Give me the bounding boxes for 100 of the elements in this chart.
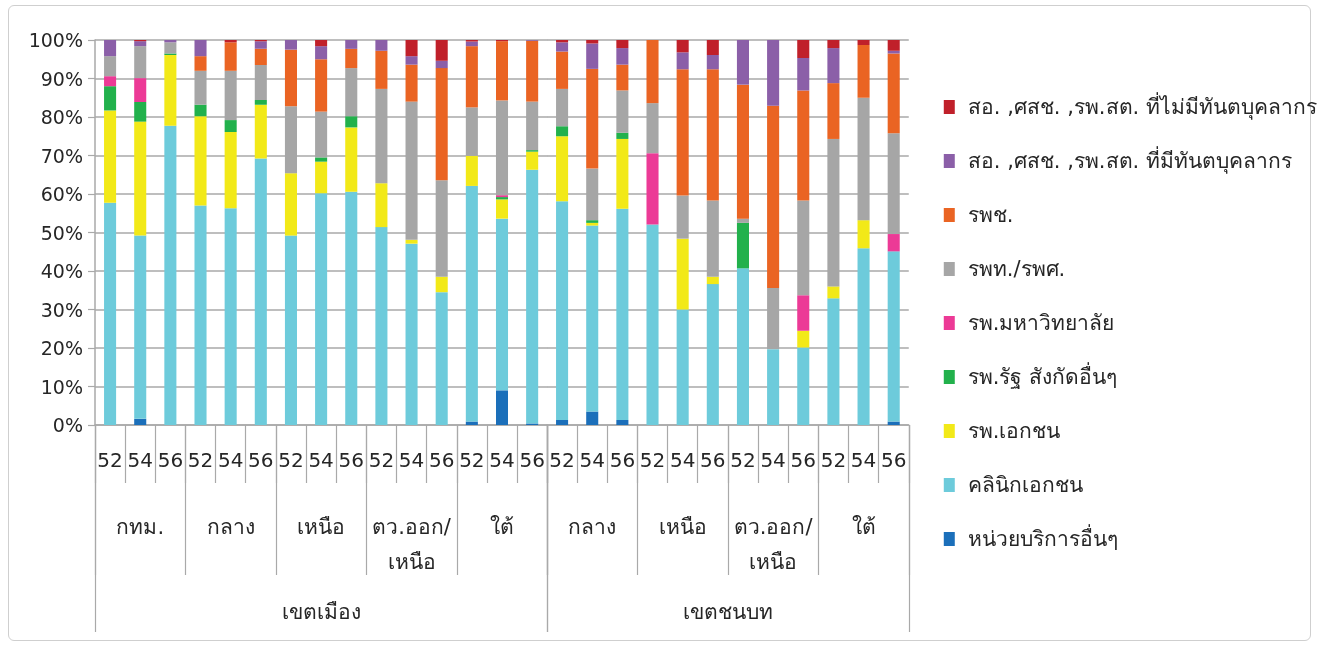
bar: [616, 420, 629, 425]
x-tick-label: 52: [640, 448, 666, 472]
bar: [345, 127, 358, 192]
bar: [797, 330, 810, 348]
bar: [556, 51, 569, 89]
bar: [194, 104, 207, 117]
x-tick-label: 52: [187, 448, 214, 472]
bar: [616, 48, 629, 65]
bar: [405, 40, 418, 57]
x-tick-label: 56: [248, 448, 274, 472]
bar: [495, 199, 509, 219]
bar: [737, 218, 750, 223]
bar: [676, 309, 689, 425]
bar: [556, 136, 569, 202]
bar: [315, 46, 328, 60]
x-tick-label: 56: [519, 448, 545, 472]
bar: [405, 243, 418, 425]
bar: [887, 40, 900, 51]
bar: [345, 48, 358, 69]
text: เหนือ: [658, 514, 707, 539]
bar: [887, 234, 900, 252]
x-tick-label: 52: [820, 448, 847, 472]
bar: [375, 227, 388, 425]
x-tick-label: 54: [670, 448, 696, 472]
bar: [435, 68, 448, 181]
y-tick-label: 30%: [40, 298, 83, 321]
bar: [284, 173, 297, 236]
bar: [375, 50, 388, 89]
bar: [737, 222, 750, 269]
bar: [104, 110, 117, 203]
legend-label: สอ. ,ศสช. ,รพ.สต. ที่ไม่มีทันตบุคลากร: [968, 92, 1318, 120]
bar: [134, 41, 147, 47]
bar: [827, 48, 840, 84]
bar: [737, 84, 750, 219]
bar: [495, 390, 509, 425]
bar: [797, 40, 810, 59]
y-tick-label: 50%: [40, 221, 83, 244]
bar: [405, 239, 418, 244]
bar: [164, 125, 177, 425]
bar: [254, 48, 267, 66]
bar: [315, 193, 328, 425]
bar: [676, 52, 689, 70]
x-tick-label: 56: [157, 448, 184, 472]
bar: [857, 220, 870, 249]
bar: [104, 86, 117, 111]
bar: [194, 116, 207, 206]
bar: [586, 225, 599, 412]
bar: [737, 268, 750, 425]
bar: [345, 116, 358, 128]
legend-label: รพ.เอกชน: [968, 419, 1061, 443]
x-tick-label: 52: [97, 448, 123, 472]
text: ใต้: [851, 514, 876, 539]
x-tick-label: 56: [338, 448, 364, 472]
bar: [134, 418, 147, 425]
bar: [254, 158, 267, 425]
x-tick-label: 54: [308, 448, 334, 472]
bar: [707, 40, 720, 56]
bar: [224, 132, 237, 209]
x-tick-label: 56: [881, 448, 907, 472]
bar: [104, 56, 117, 77]
bar: [375, 183, 388, 228]
bar: [646, 153, 659, 225]
text: เหนือ: [297, 514, 346, 539]
legend-label: รพ.รัฐ สังกัดอื่นๆ: [968, 362, 1118, 389]
bar: [676, 238, 689, 310]
bar: [224, 120, 237, 133]
x-tick-label: 54: [851, 448, 877, 472]
bar: [284, 40, 297, 50]
x-tick-label: 52: [459, 448, 485, 472]
x-tick-label: 56: [609, 448, 636, 472]
x-tick-label: 54: [579, 448, 606, 472]
bar: [405, 56, 418, 65]
bar: [315, 59, 328, 112]
bar: [224, 42, 237, 71]
bar: [646, 224, 659, 425]
bar: [164, 42, 177, 54]
bar: [797, 347, 810, 425]
bar: [827, 83, 840, 139]
x-tick-label: 54: [127, 448, 153, 472]
bar: [857, 248, 870, 425]
bar: [556, 201, 569, 420]
bar: [586, 68, 599, 169]
bar: [254, 104, 267, 159]
legend-label: คลินิกเอกชน: [968, 473, 1083, 497]
bar: [827, 298, 840, 425]
bar: [616, 40, 629, 49]
legend-label: หน่วยบริการอื่นๆ: [968, 524, 1118, 551]
bar: [104, 40, 117, 57]
bar: [134, 46, 147, 79]
text: ใต้: [490, 514, 514, 539]
bar: [104, 76, 117, 87]
y-tick-label: 100%: [28, 29, 83, 51]
bar: [556, 126, 569, 137]
x-tick-label: 52: [730, 448, 756, 472]
y-tick-label: 20%: [40, 337, 83, 359]
bar: [465, 46, 478, 108]
bar: [707, 55, 720, 70]
x-axis-title: เขตชนบท: [683, 599, 774, 624]
bar: [405, 64, 418, 102]
bar: [345, 40, 358, 49]
